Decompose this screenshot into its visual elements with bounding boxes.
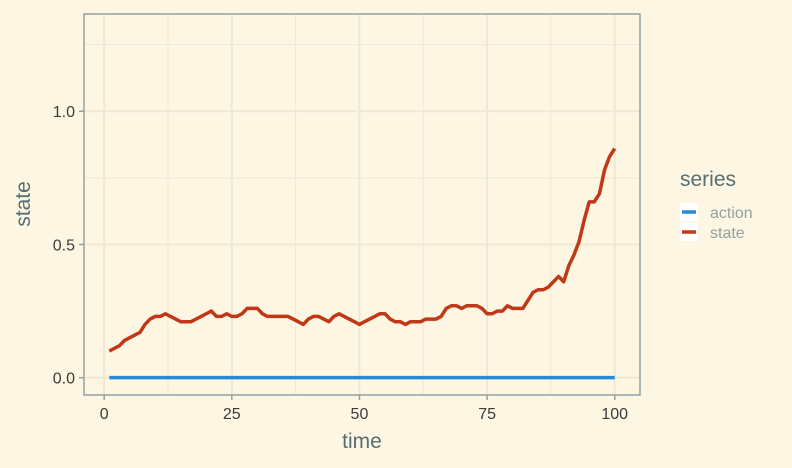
x-axis: 0 25 50 75 100 <box>100 395 628 423</box>
legend-label-state: state <box>710 225 745 242</box>
x-tick-label: 75 <box>478 406 496 423</box>
major-gridlines <box>84 14 640 395</box>
legend-items: action state <box>680 203 753 242</box>
series-line-state <box>108 147 617 353</box>
panel-border <box>83 13 641 396</box>
x-axis-title: time <box>342 430 382 453</box>
y-axis: 0.0 0.5 1.0 <box>53 104 84 388</box>
legend-title: series <box>680 168 736 191</box>
x-tick-label: 100 <box>601 406 628 423</box>
x-tick-label: 0 <box>100 406 109 423</box>
y-tick-label: 0.0 <box>53 371 75 388</box>
legend: series action state <box>680 168 753 242</box>
minor-gridlines <box>84 14 640 395</box>
x-tick-label: 50 <box>351 406 369 423</box>
legend-label-action: action <box>710 205 753 222</box>
y-tick-label: 0.5 <box>53 237 75 254</box>
series-lines <box>108 147 617 380</box>
y-tick-label: 1.0 <box>53 104 75 121</box>
x-tick-label: 25 <box>223 406 241 423</box>
y-axis-title: state <box>12 181 35 227</box>
